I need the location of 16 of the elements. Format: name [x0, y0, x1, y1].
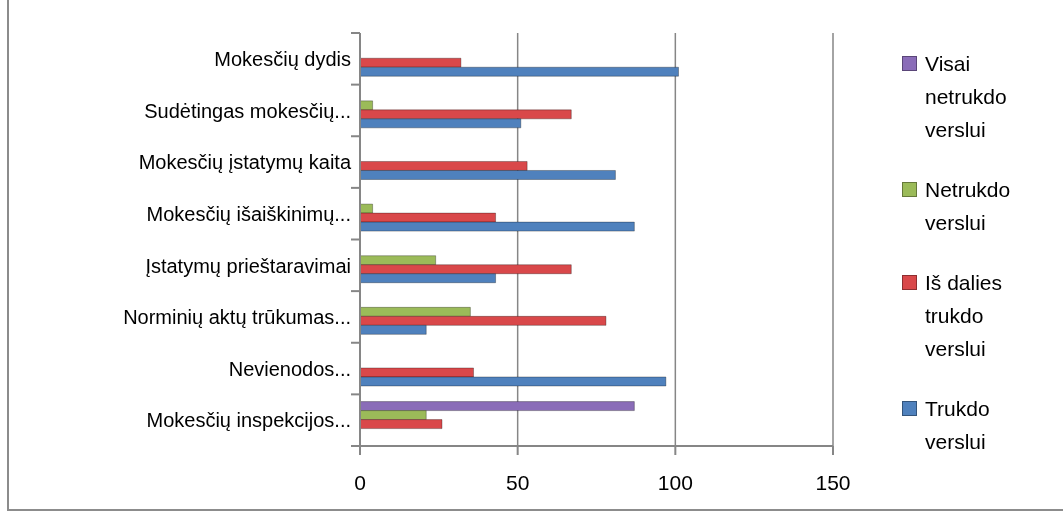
y-tick-label: Mokesčių išaiškinimų... [146, 202, 351, 225]
x-tick-label: 150 [815, 470, 851, 494]
y-tick-label: Sudėtingas mokesčių... [144, 99, 351, 122]
y-tick-label: Mokesčių įstatymų kaita [138, 151, 352, 174]
y-tick-label: Įstatymų prieštaravimai [145, 254, 351, 277]
y-tick-label: Norminių aktų trūkumas... [123, 306, 351, 329]
legend-label: Netrukdo verslui [925, 177, 1012, 236]
y-tick-label: Nevienodos... [228, 357, 351, 380]
legend-label: Iš dalies trukdo verslui [925, 270, 1004, 362]
x-tick-label: 100 [657, 470, 693, 494]
legend-label: Visai netrukdo verslui [925, 51, 1008, 143]
y-tick-label: Mokesčių dydis [214, 48, 351, 71]
legend-label: Trukdo verslui [925, 396, 991, 455]
y-tick-label: Mokesčių inspekcijos... [146, 409, 351, 432]
x-tick-label: 50 [505, 470, 530, 494]
x-tick-label: 0 [354, 470, 366, 494]
